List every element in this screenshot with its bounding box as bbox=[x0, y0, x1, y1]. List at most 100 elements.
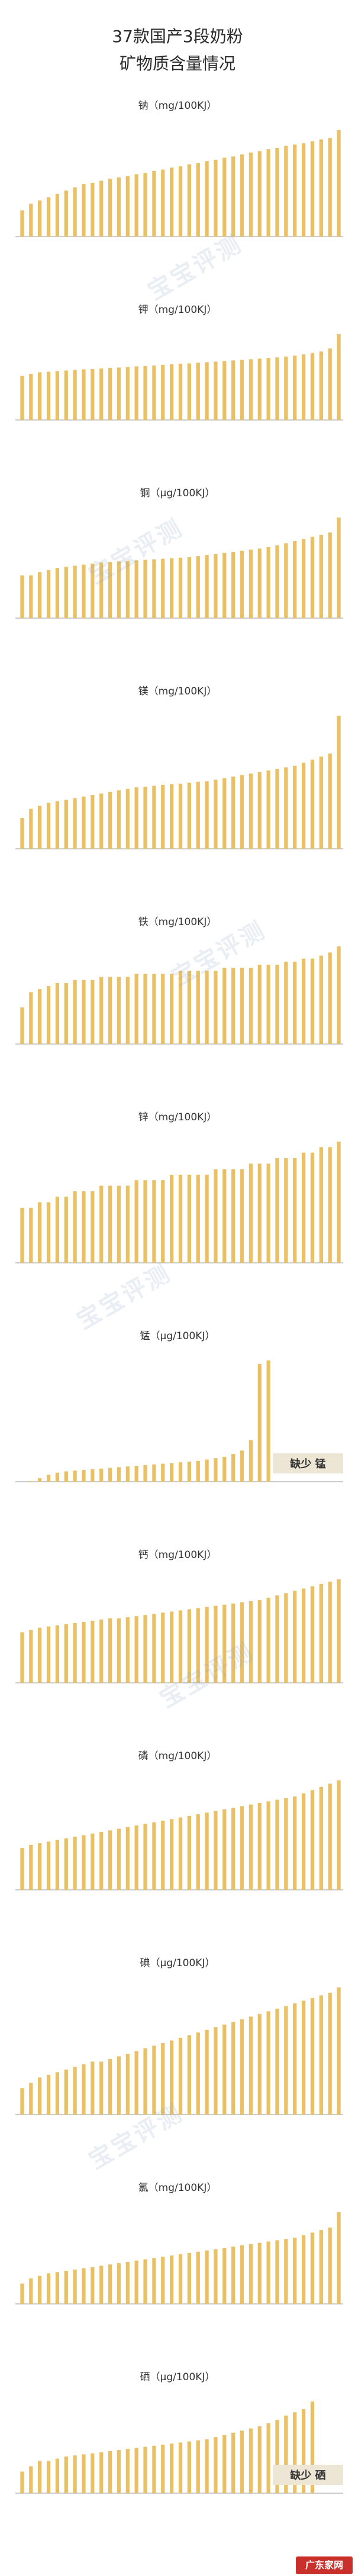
bar bbox=[337, 946, 341, 1044]
bar bbox=[29, 2083, 33, 2115]
bar bbox=[275, 2420, 279, 2493]
bar bbox=[38, 572, 42, 618]
bar bbox=[319, 757, 323, 849]
bar bbox=[99, 977, 104, 1044]
bar bbox=[170, 2255, 174, 2304]
bar bbox=[187, 1462, 191, 1482]
bar bbox=[187, 1815, 191, 1890]
bar bbox=[143, 560, 147, 618]
bar bbox=[152, 2045, 156, 2115]
bar bbox=[91, 2453, 95, 2493]
bar bbox=[293, 355, 297, 420]
bar bbox=[152, 170, 156, 237]
bar bbox=[310, 2232, 315, 2304]
bar bbox=[73, 370, 77, 420]
bar bbox=[178, 1462, 183, 1482]
bar bbox=[196, 2440, 200, 2493]
bar bbox=[240, 1450, 244, 1482]
bar bbox=[91, 980, 95, 1044]
bar bbox=[46, 197, 51, 237]
bar bbox=[257, 151, 262, 237]
bar bbox=[196, 556, 200, 618]
bar bbox=[178, 971, 183, 1044]
bar bbox=[205, 1607, 209, 1683]
bar bbox=[73, 1191, 77, 1263]
bar bbox=[187, 2252, 191, 2304]
bar bbox=[240, 1602, 244, 1683]
bar bbox=[231, 156, 235, 237]
bar bbox=[301, 2235, 306, 2304]
bar bbox=[91, 563, 95, 618]
bar bbox=[293, 2412, 297, 2493]
bar bbox=[64, 2069, 68, 2115]
bar bbox=[108, 1468, 112, 1482]
bar bbox=[125, 2053, 130, 2115]
bar bbox=[170, 1819, 174, 1890]
bar bbox=[73, 1837, 77, 1890]
bar bbox=[240, 2430, 244, 2493]
bar bbox=[125, 1185, 130, 1263]
bar bbox=[337, 1142, 341, 1263]
bar bbox=[248, 2016, 253, 2115]
bar bbox=[117, 2450, 121, 2493]
bar bbox=[64, 190, 68, 237]
bar bbox=[328, 753, 332, 849]
bar bbox=[231, 1603, 235, 1683]
bar bbox=[125, 2261, 130, 2304]
missing-box bbox=[273, 1453, 343, 1473]
bar bbox=[275, 148, 279, 237]
bar bbox=[301, 1152, 306, 1263]
bar bbox=[134, 787, 138, 849]
bar bbox=[196, 1608, 200, 1683]
bar bbox=[310, 141, 315, 237]
bar bbox=[337, 518, 341, 618]
bar bbox=[108, 977, 112, 1044]
bar bbox=[125, 367, 130, 420]
bar bbox=[99, 2061, 104, 2115]
bar bbox=[205, 362, 209, 420]
bar bbox=[231, 551, 235, 618]
bar bbox=[55, 801, 60, 849]
bar bbox=[248, 152, 253, 237]
bar bbox=[82, 2064, 86, 2115]
bar bbox=[29, 203, 33, 237]
bar bbox=[248, 2428, 253, 2493]
bar bbox=[240, 775, 244, 849]
bar bbox=[266, 1360, 270, 1482]
bar bbox=[108, 2451, 112, 2493]
bar bbox=[170, 167, 174, 237]
bar bbox=[20, 376, 24, 420]
bar bbox=[82, 564, 86, 618]
bar bbox=[64, 799, 68, 849]
bar bbox=[38, 806, 42, 849]
bar bbox=[284, 1798, 288, 1890]
bar bbox=[134, 2260, 138, 2304]
bar bbox=[82, 2454, 86, 2493]
bar bbox=[293, 961, 297, 1044]
bar bbox=[319, 2230, 323, 2304]
bar bbox=[82, 369, 86, 420]
bar bbox=[99, 1468, 104, 1482]
bar bbox=[178, 557, 183, 618]
bar bbox=[301, 2000, 306, 2115]
bar bbox=[64, 1471, 68, 1482]
bar bbox=[117, 367, 121, 420]
bar bbox=[64, 2457, 68, 2493]
bar bbox=[64, 2271, 68, 2304]
bar bbox=[301, 2409, 306, 2493]
bar bbox=[275, 768, 279, 849]
bar bbox=[46, 803, 51, 849]
main-title: 37款国产3段奶粉 bbox=[112, 27, 243, 46]
bar bbox=[310, 958, 315, 1044]
bar bbox=[328, 138, 332, 237]
bar bbox=[222, 1809, 227, 1890]
bar bbox=[187, 557, 191, 618]
bar bbox=[319, 139, 323, 237]
bar bbox=[187, 164, 191, 237]
bar bbox=[64, 370, 68, 420]
bar bbox=[214, 160, 218, 237]
bar bbox=[328, 1147, 332, 1263]
chart-title: 硒（μg/100KJ） bbox=[140, 2371, 215, 2383]
bar bbox=[170, 1463, 174, 1482]
bar bbox=[170, 1611, 174, 1683]
